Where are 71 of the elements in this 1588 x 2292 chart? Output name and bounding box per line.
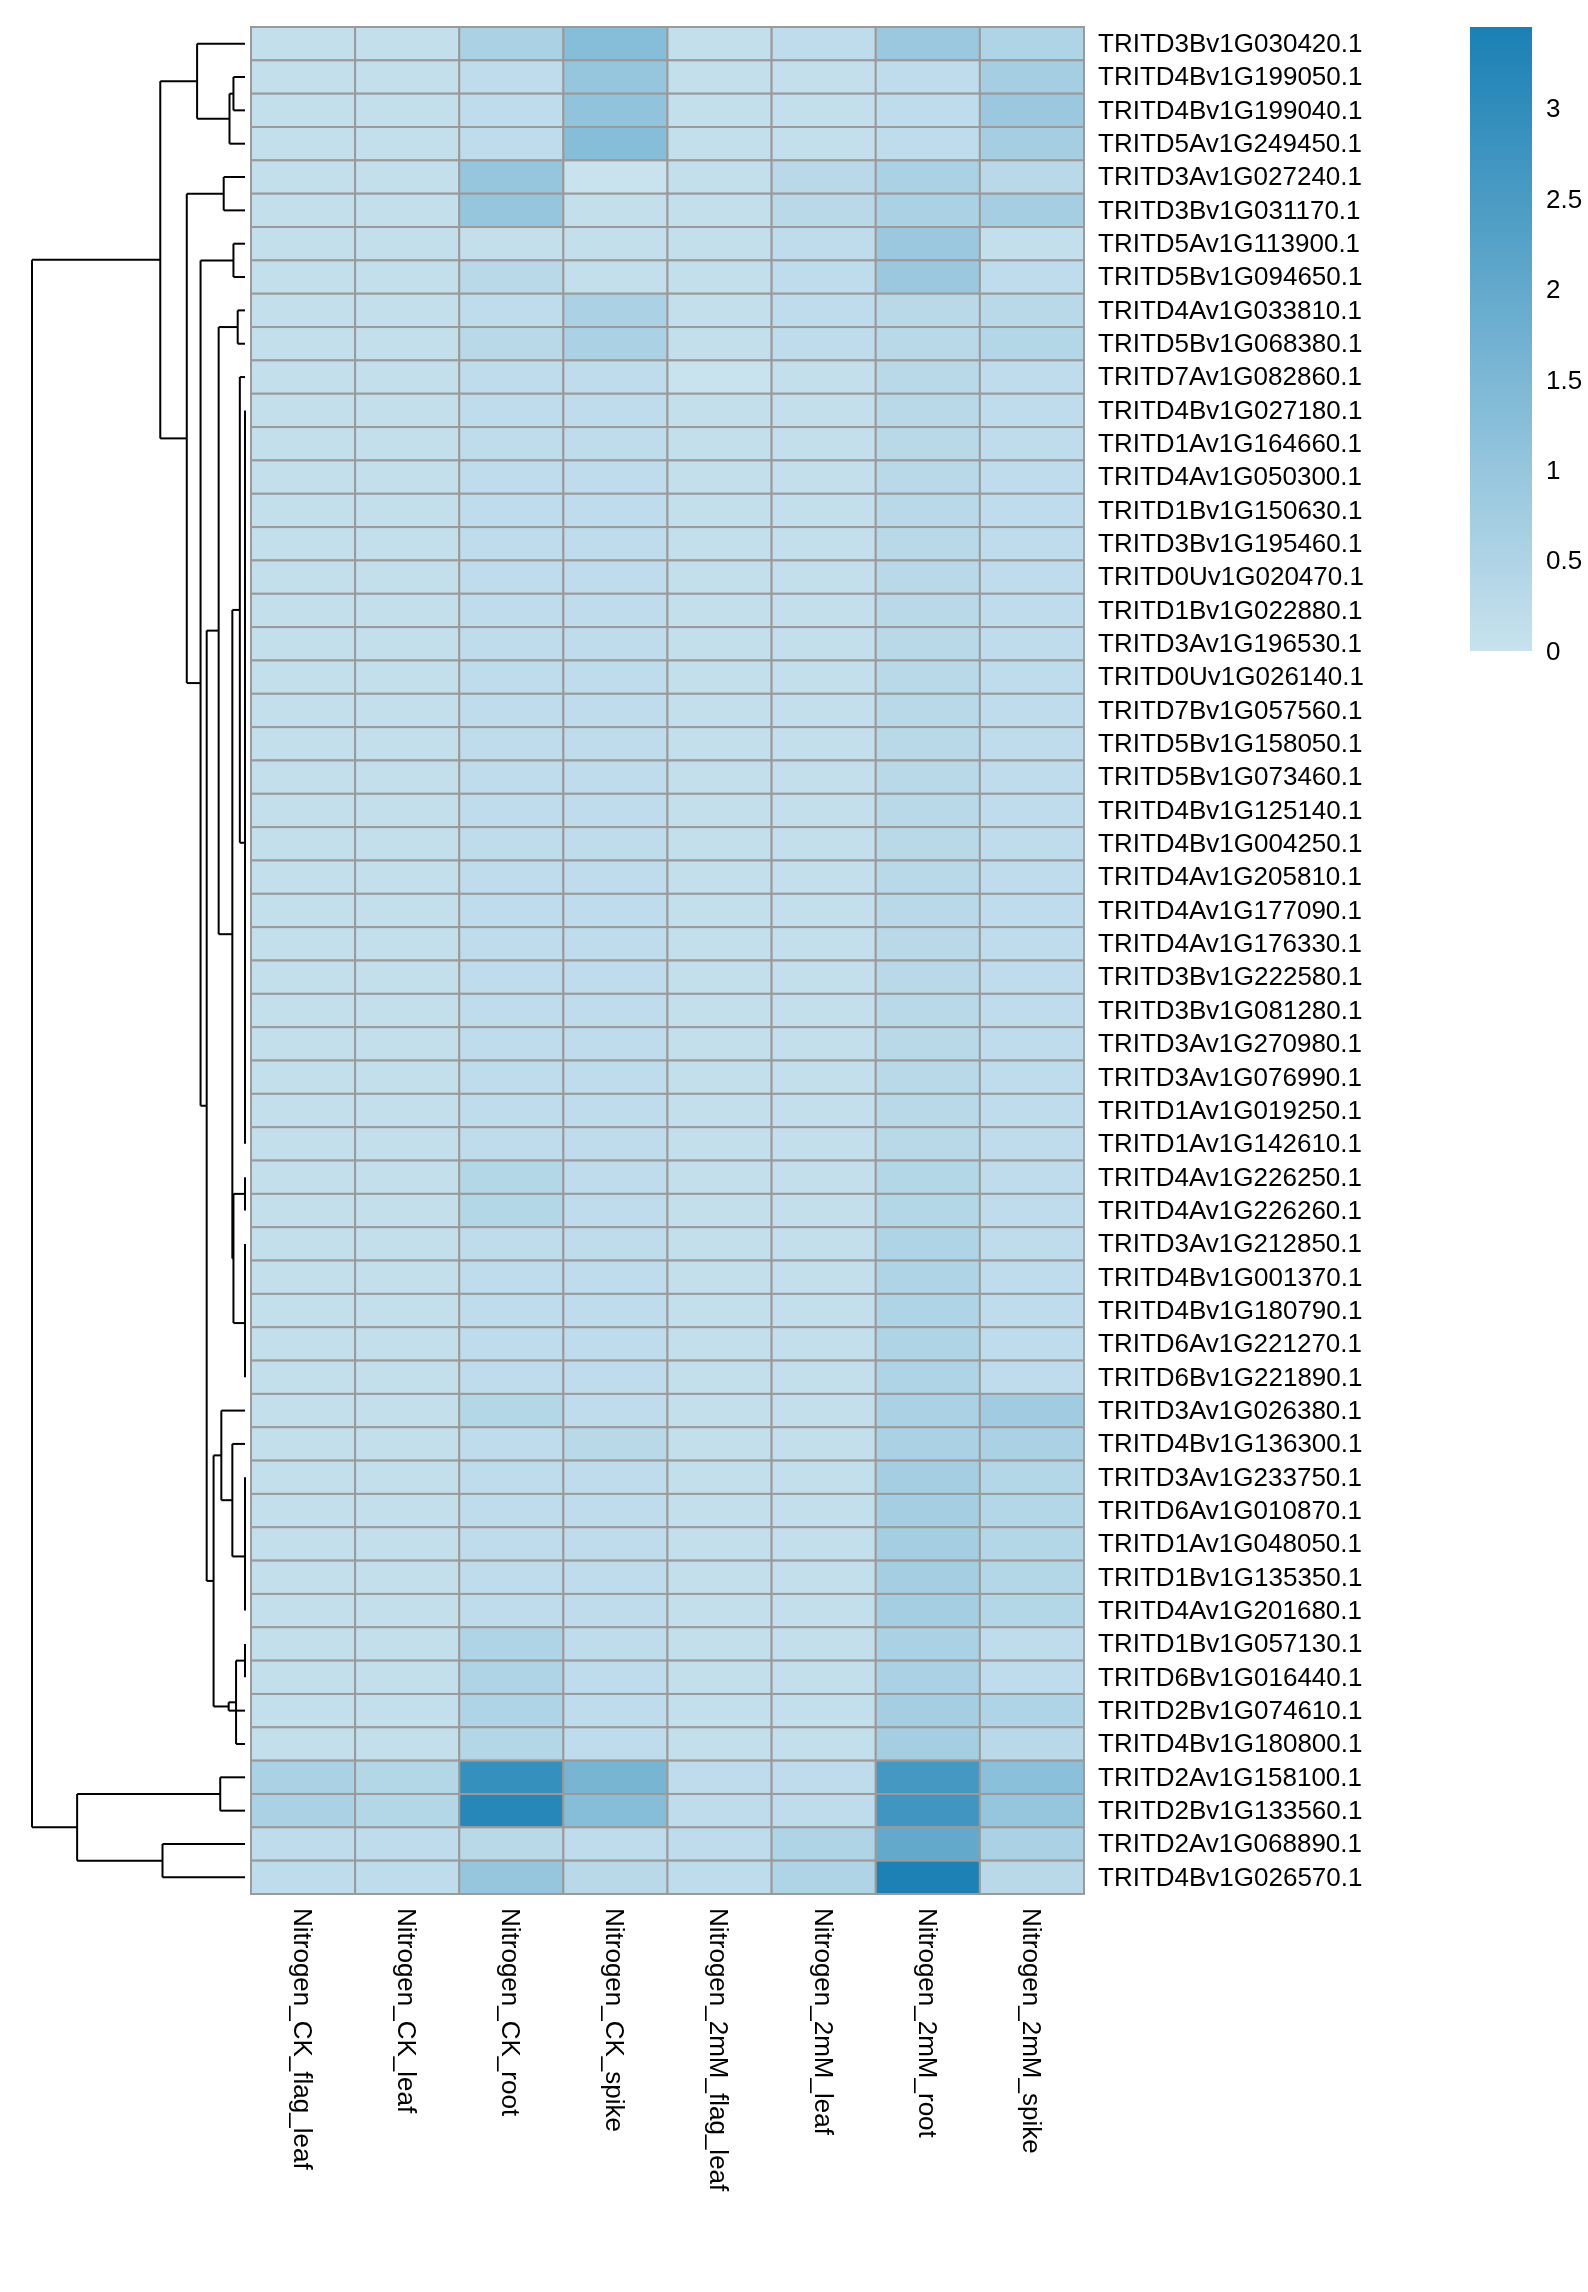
y-tick-label: TRITD4Bv1G026570.1 — [1098, 1861, 1363, 1892]
color-bar-label: 2 — [1546, 274, 1561, 305]
x-tick-label: Nitrogen_2mM_spike — [1016, 1908, 1047, 2154]
y-tick-label: TRITD3Av1G026380.1 — [1098, 1394, 1362, 1425]
y-tick-label: TRITD1Bv1G135350.1 — [1098, 1561, 1363, 1592]
x-tick-label: Nitrogen_CK_leaf — [392, 1908, 423, 2115]
y-tick-label: TRITD5Bv1G094650.1 — [1098, 261, 1363, 292]
y-tick-label: TRITD3Bv1G195460.1 — [1098, 528, 1363, 559]
color-bar-label: 3 — [1546, 93, 1561, 124]
y-tick-label: TRITD5Bv1G068380.1 — [1098, 328, 1363, 359]
y-tick-label: TRITD4Av1G050300.1 — [1098, 461, 1362, 492]
y-tick-label: TRITD1Bv1G150630.1 — [1098, 494, 1363, 525]
y-tick-label: TRITD3Av1G233750.1 — [1098, 1461, 1362, 1492]
color-bar-label: 1 — [1546, 454, 1561, 485]
y-tick-label: TRITD4Av1G205810.1 — [1098, 861, 1362, 892]
y-tick-label: TRITD0Uv1G020470.1 — [1098, 561, 1364, 592]
y-tick-label: TRITD4Bv1G004250.1 — [1098, 828, 1363, 859]
y-tick-label: TRITD1Av1G048050.1 — [1098, 1528, 1362, 1559]
y-tick-label: TRITD4Bv1G027180.1 — [1098, 394, 1363, 425]
x-tick-label: Nitrogen_CK_flag_leaf — [287, 1908, 318, 2171]
y-tick-label: TRITD2Bv1G074610.1 — [1098, 1694, 1363, 1725]
y-tick-label: TRITD3Bv1G031170.1 — [1098, 194, 1361, 225]
y-tick-label: TRITD3Bv1G030420.1 — [1098, 27, 1363, 58]
x-tick-label: Nitrogen_CK_spike — [600, 1908, 631, 2133]
y-tick-label: TRITD3Av1G027240.1 — [1098, 161, 1362, 192]
y-tick-label: TRITD4Av1G033810.1 — [1098, 294, 1362, 325]
y-tick-label: TRITD3Bv1G081280.1 — [1098, 994, 1363, 1025]
color-bar-label: 2.5 — [1546, 183, 1583, 214]
y-tick-label: TRITD4Av1G177090.1 — [1098, 894, 1362, 925]
y-tick-label: TRITD4Av1G201680.1 — [1098, 1594, 1362, 1625]
y-tick-label: TRITD4Av1G226260.1 — [1098, 1194, 1362, 1225]
y-tick-label: TRITD1Av1G019250.1 — [1098, 1094, 1362, 1125]
y-tick-label: TRITD4Bv1G125140.1 — [1098, 794, 1363, 825]
y-tick-label: TRITD3Av1G076990.1 — [1098, 1061, 1362, 1092]
y-tick-label: TRITD5Av1G249450.1 — [1098, 128, 1362, 159]
y-tick-label: TRITD6Bv1G016440.1 — [1098, 1661, 1363, 1692]
y-tick-label: TRITD2Bv1G133560.1 — [1098, 1794, 1363, 1825]
y-tick-label: TRITD6Av1G221270.1 — [1098, 1328, 1362, 1359]
y-tick-label: TRITD3Av1G270980.1 — [1098, 1028, 1362, 1059]
y-tick-label: TRITD4Bv1G180790.1 — [1098, 1294, 1363, 1325]
y-tick-label: TRITD5Av1G113900.1 — [1098, 228, 1361, 259]
y-tick-label: TRITD7Bv1G057560.1 — [1098, 694, 1363, 725]
y-tick-label: TRITD4Av1G176330.1 — [1098, 928, 1362, 959]
y-tick-label: TRITD6Bv1G221890.1 — [1098, 1361, 1363, 1392]
y-tick-label: TRITD4Bv1G136300.1 — [1098, 1428, 1363, 1459]
y-tick-label: TRITD1Av1G164660.1 — [1098, 428, 1362, 459]
color-bar-label: 1.5 — [1546, 364, 1583, 395]
y-tick-label: TRITD4Av1G226250.1 — [1098, 1161, 1362, 1192]
y-tick-label: TRITD4Bv1G199050.1 — [1098, 61, 1363, 92]
color-bar-label: 0 — [1546, 635, 1561, 666]
y-tick-label: TRITD5Bv1G158050.1 — [1098, 728, 1363, 759]
y-tick-label: TRITD2Av1G158100.1 — [1098, 1761, 1362, 1792]
y-tick-label: TRITD1Av1G142610.1 — [1098, 1128, 1362, 1159]
y-tick-label: TRITD4Bv1G001370.1 — [1098, 1261, 1363, 1292]
x-tick-label: Nitrogen_CK_root — [496, 1908, 527, 2117]
y-tick-label: TRITD3Av1G212850.1 — [1098, 1228, 1362, 1259]
y-tick-label: TRITD2Av1G068890.1 — [1098, 1828, 1362, 1859]
y-tick-label: TRITD0Uv1G026140.1 — [1098, 661, 1364, 692]
y-tick-label: TRITD7Av1G082860.1 — [1098, 361, 1362, 392]
y-tick-label: TRITD4Bv1G180800.1 — [1098, 1728, 1363, 1759]
y-tick-label: TRITD5Bv1G073460.1 — [1098, 761, 1363, 792]
x-tick-label: Nitrogen_2mM_flag_leaf — [704, 1908, 735, 2193]
y-tick-label: TRITD1Bv1G057130.1 — [1098, 1628, 1363, 1659]
x-tick-label: Nitrogen_2mM_leaf — [808, 1908, 839, 2136]
y-tick-label: TRITD1Bv1G022880.1 — [1098, 594, 1363, 625]
y-tick-label: TRITD3Bv1G222580.1 — [1098, 961, 1363, 992]
color-bar-label: 0.5 — [1546, 545, 1583, 576]
y-tick-label: TRITD6Av1G010870.1 — [1098, 1494, 1362, 1525]
y-tick-label: TRITD3Av1G196530.1 — [1098, 628, 1362, 659]
y-tick-label: TRITD4Bv1G199040.1 — [1098, 94, 1363, 125]
x-tick-label: Nitrogen_2mM_root — [912, 1908, 943, 2139]
